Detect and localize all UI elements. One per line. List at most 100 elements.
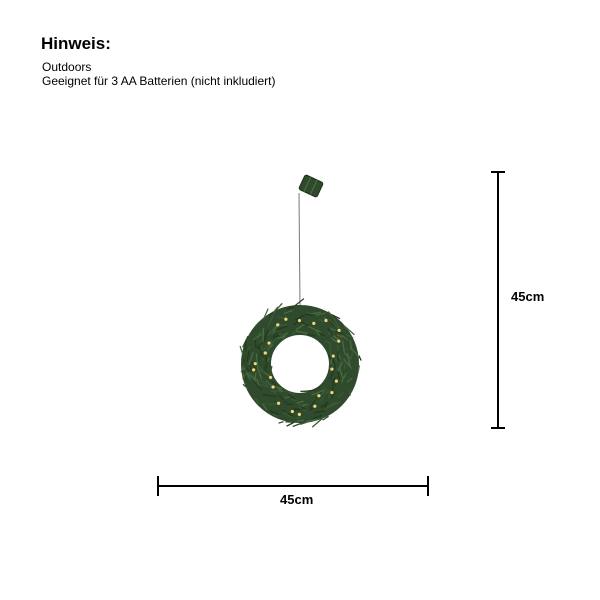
- battery-box-icon: [298, 174, 324, 198]
- wreath-needle: [341, 340, 345, 353]
- wreath-needle: [296, 419, 305, 422]
- wreath-needle: [309, 407, 315, 411]
- wreath-needle: [327, 389, 331, 399]
- width-label: 45cm: [280, 492, 314, 507]
- led-light: [297, 412, 301, 416]
- wreath-needle: [296, 400, 304, 404]
- wreath-needle: [286, 310, 297, 321]
- wreath-needle: [269, 410, 280, 415]
- wreath-needle: [276, 335, 287, 340]
- wreath-needle: [263, 340, 273, 350]
- wreath-needle: [327, 328, 334, 337]
- wreath-needle: [308, 386, 321, 393]
- wreath-needle: [256, 341, 263, 350]
- wreath-needle: [250, 387, 256, 399]
- wreath-needle: [322, 402, 335, 412]
- wreath-needle: [252, 380, 263, 391]
- wreath-needle: [254, 366, 259, 373]
- wreath-needle: [266, 382, 270, 388]
- wreath-needle: [300, 406, 306, 410]
- wreath-needle: [294, 314, 306, 321]
- led-light: [290, 409, 294, 414]
- wreath-needle: [277, 416, 291, 422]
- wreath-needle: [335, 376, 340, 391]
- wreath-needle: [338, 391, 345, 398]
- wreath-needle: [311, 389, 325, 396]
- wreath-needle: [260, 383, 270, 388]
- wreath-needle: [281, 408, 294, 418]
- wreath-needle: [311, 418, 323, 428]
- wreath-needle: [330, 358, 333, 365]
- wreath-needle: [266, 331, 276, 340]
- led-light: [330, 367, 334, 371]
- note-title: Hinweis:: [41, 34, 111, 53]
- led-light: [317, 394, 321, 398]
- wreath-needle: [259, 358, 264, 368]
- wreath-image: [239, 298, 362, 428]
- width-dimension-line: [157, 476, 429, 496]
- led-light: [276, 323, 280, 327]
- wreath-needle: [242, 383, 249, 390]
- wreath-needle: [331, 313, 341, 320]
- wreath-needle: [273, 302, 283, 313]
- wreath-needle: [244, 375, 248, 382]
- wreath-needle: [278, 407, 289, 412]
- wreath-needle: [320, 394, 328, 399]
- wreath-needle: [269, 365, 273, 376]
- wreath-needle: [246, 372, 257, 381]
- wreath-needle: [246, 350, 250, 363]
- wreath-needle: [340, 372, 347, 384]
- wreath-needle: [322, 415, 329, 421]
- wreath-needle: [290, 329, 298, 336]
- wreath-needle: [305, 418, 318, 423]
- wreath-needle: [242, 354, 247, 360]
- wreath-needle: [270, 380, 277, 387]
- wreath-needle: [267, 325, 277, 336]
- wreath-needle: [259, 340, 263, 353]
- led-light: [297, 318, 302, 323]
- wreath-needle: [268, 311, 274, 318]
- wreath-needle: [337, 351, 340, 362]
- wreath-needle: [278, 398, 290, 403]
- wreath-needle: [293, 298, 305, 307]
- wreath-needle: [263, 308, 269, 319]
- led-light: [263, 351, 267, 355]
- wreath-needle: [283, 328, 293, 334]
- wreath-needle: [324, 340, 332, 344]
- wreath-needle: [323, 403, 328, 409]
- wreath-needle: [312, 414, 322, 420]
- wreath-needle: [282, 327, 291, 331]
- wreath-needle: [335, 330, 347, 337]
- wreath-needle: [272, 332, 278, 339]
- height-dimension-line: [491, 171, 505, 429]
- wreath-needle: [320, 401, 330, 408]
- wreath-needle: [323, 343, 328, 350]
- wreath-needle: [249, 364, 252, 372]
- wreath-needle: [324, 384, 331, 389]
- wreath-needle: [330, 391, 336, 399]
- wreath-needle: [290, 398, 297, 402]
- wreath-needle: [270, 384, 283, 390]
- led-light: [267, 341, 271, 345]
- wreath-needle: [295, 330, 308, 335]
- wreath-needle: [263, 329, 269, 342]
- hanging-wire: [298, 192, 301, 307]
- wreath-needle: [270, 345, 273, 354]
- wreath-needle: [262, 327, 265, 342]
- wreath-needle: [247, 370, 259, 381]
- wreath-needle: [336, 334, 344, 339]
- wreath-needle: [269, 389, 277, 394]
- wreath-needle: [342, 365, 348, 376]
- wreath-needle: [357, 365, 360, 373]
- wreath-needle: [327, 311, 334, 318]
- led-light: [331, 354, 335, 358]
- wreath-needle: [330, 400, 337, 404]
- wreath-needle: [267, 343, 274, 351]
- wreath-needle: [248, 352, 254, 365]
- note-line-outdoors: Outdoors: [42, 60, 92, 74]
- wreath-needle: [260, 379, 272, 389]
- wreath-needle: [337, 361, 344, 372]
- wreath-needle: [334, 358, 339, 363]
- wreath-needle: [258, 346, 265, 360]
- wreath-needle: [332, 317, 341, 329]
